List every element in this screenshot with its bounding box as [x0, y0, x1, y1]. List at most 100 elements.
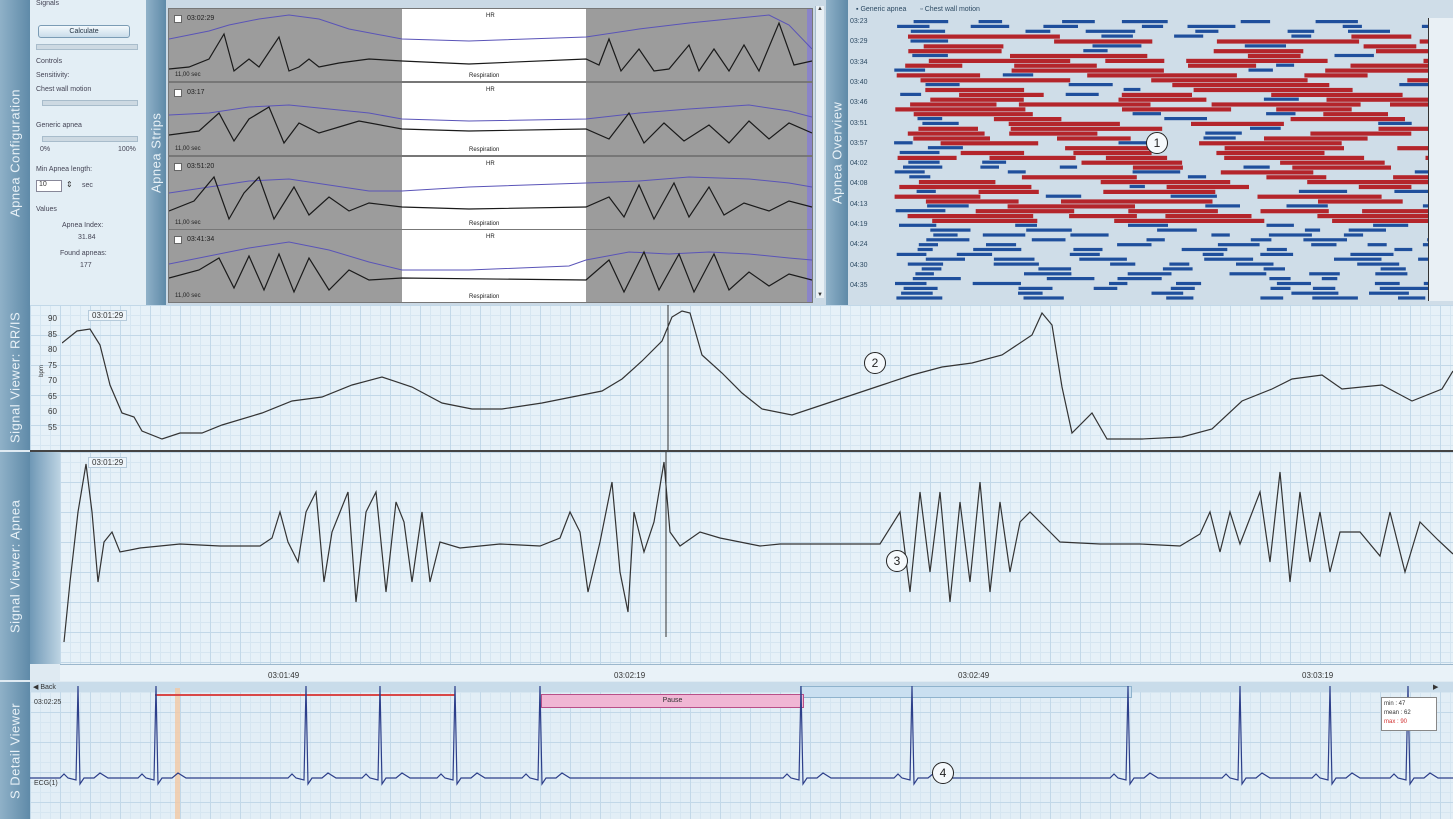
tab-apnea-overview[interactable]: Apnea Overview [826, 0, 848, 305]
overview-time-label: 03:34 [850, 58, 868, 66]
controls-label: Controls [36, 58, 63, 65]
chest-wall-event [1117, 243, 1152, 247]
apnea-strip[interactable]: 03:51:20 HR 11,00 sec Respiration [168, 156, 813, 230]
generic-apnea-event [1325, 68, 1428, 73]
strip-selector[interactable] [807, 230, 812, 302]
apnea-overview-chart [894, 20, 1428, 300]
generic-apnea-event [1121, 92, 1192, 97]
chest-wall-event [1093, 286, 1118, 290]
apnea-strip[interactable]: 03:17 HR 11,00 sec Respiration [168, 82, 813, 156]
generic-apnea-event [907, 131, 985, 136]
strip-selector[interactable] [807, 157, 812, 229]
overview-time-label: 03:51 [850, 119, 868, 127]
tab-signal-viewer-rr[interactable]: Signal Viewer: RR/IS [0, 305, 30, 450]
min-length-spinner[interactable]: ⇕ [66, 180, 73, 189]
generic-apnea-event [1018, 102, 1151, 107]
chest-wall-event [1374, 281, 1400, 286]
chest-wall-event [993, 257, 1035, 261]
generic-apnea-event [928, 58, 1071, 63]
chest-wall-event [1129, 184, 1145, 189]
generic-apnea-event [918, 126, 978, 131]
chest-wall-event [1304, 228, 1321, 232]
strip-checkbox[interactable] [174, 163, 182, 171]
tab-apnea-configuration[interactable]: Apnea Configuration [0, 0, 30, 305]
strip-resp-label: Respiration [469, 221, 500, 227]
strips-scrollbar[interactable]: ▲ ▼ [815, 6, 824, 298]
apnea-x-axis [60, 664, 1453, 681]
generic-apnea-event [1216, 39, 1360, 44]
chest-wall-event [1260, 252, 1294, 256]
chest-wall-event [1092, 44, 1142, 48]
apnea-strip[interactable]: 03:02:29 HR 11,00 sec Respiration [168, 8, 813, 82]
strip-hr-label: HR [486, 13, 495, 19]
chest-wall-event [1166, 296, 1194, 300]
generic-apnea-event [989, 155, 1076, 160]
generic-apnea-event [1172, 83, 1330, 88]
min-length-input[interactable]: 10 [36, 180, 62, 192]
signals-label: Signals [36, 0, 59, 7]
chest-wall-event [1244, 44, 1286, 48]
marker-1: 1 [1146, 132, 1168, 154]
chest-wall-event [912, 277, 961, 281]
generic-apnea-event [1008, 121, 1120, 126]
strip-resp-label: Respiration [469, 147, 500, 153]
chest-wall-event [921, 267, 942, 271]
chest-wall-event [1343, 233, 1364, 237]
strip-checkbox[interactable] [174, 236, 182, 244]
generic-apnea-event [908, 34, 1060, 39]
nav-forward-button[interactable]: ▶ [1433, 684, 1439, 691]
strip-checkbox[interactable] [174, 89, 182, 97]
generic-apnea-event [1307, 180, 1428, 185]
tab-detail-viewer[interactable]: S Detail Viewer [0, 682, 30, 819]
chest-wall-event [1062, 20, 1095, 24]
tab-apnea-strips[interactable]: Apnea Strips [146, 0, 166, 305]
rr-waveform [62, 305, 1453, 450]
calculate-button[interactable]: Calculate [38, 25, 130, 38]
generic-apnea-event [1271, 92, 1403, 97]
strip-selector[interactable] [807, 9, 812, 81]
chest-wall-slider[interactable] [42, 100, 138, 106]
generic-apnea-event [975, 209, 1075, 214]
generic-apnea-event [1292, 165, 1391, 170]
strip-time: 03:51:20 [187, 163, 215, 170]
nav-back-button[interactable]: ◀ Back [33, 684, 56, 691]
chest-wall-event [1059, 165, 1078, 169]
apnea-strip[interactable]: 03:41:34 HR 11,00 sec Respiration [168, 229, 813, 303]
generic-apnea-event [940, 141, 1039, 146]
generic-apnea-event [1069, 214, 1137, 219]
generic-apnea-event [1393, 175, 1428, 180]
chest-wall-event [899, 223, 937, 227]
strip-checkbox[interactable] [174, 15, 182, 23]
chest-wall-event [1298, 189, 1348, 193]
chest-wall-event [986, 243, 1017, 247]
strip-selector[interactable] [807, 83, 812, 155]
chest-wall-event [1309, 272, 1340, 276]
chest-wall-event [1357, 262, 1400, 266]
chest-wall-event [1083, 49, 1108, 53]
scroll-up-icon[interactable]: ▲ [817, 6, 823, 12]
apnea-gap [402, 230, 586, 302]
chest-wall-event [1312, 286, 1336, 290]
min-length-label: Min Apnea length: [36, 166, 93, 173]
apnea-signal-viewer[interactable] [60, 452, 1453, 664]
chest-wall-event [1276, 281, 1311, 286]
chest-wall-event [1342, 24, 1362, 28]
ecg-top-bar [30, 682, 1453, 692]
apnea-index-label: Apnea Index: [62, 222, 104, 229]
chest-wall-event [1181, 247, 1228, 252]
pct-min-label: 0% [40, 146, 51, 153]
chest-wall-event [970, 24, 1010, 28]
apnea-x-tick: 03:02:49 [958, 671, 990, 680]
scroll-down-icon[interactable]: ▼ [817, 292, 823, 298]
chest-wall-event [1018, 291, 1043, 295]
pause-event[interactable]: Pause [541, 694, 804, 708]
generic-apnea-slider[interactable] [42, 136, 138, 142]
chest-wall-event [1243, 165, 1270, 169]
chest-wall-event [1427, 238, 1428, 242]
chest-wall-event [1378, 121, 1412, 125]
tab-signal-viewer-apnea[interactable]: Signal Viewer: Apnea [0, 452, 30, 680]
chest-wall-event [1263, 97, 1299, 101]
generic-apnea-event [1021, 175, 1137, 180]
chest-wall-event [1334, 53, 1374, 58]
chest-wall-event [1398, 296, 1426, 300]
